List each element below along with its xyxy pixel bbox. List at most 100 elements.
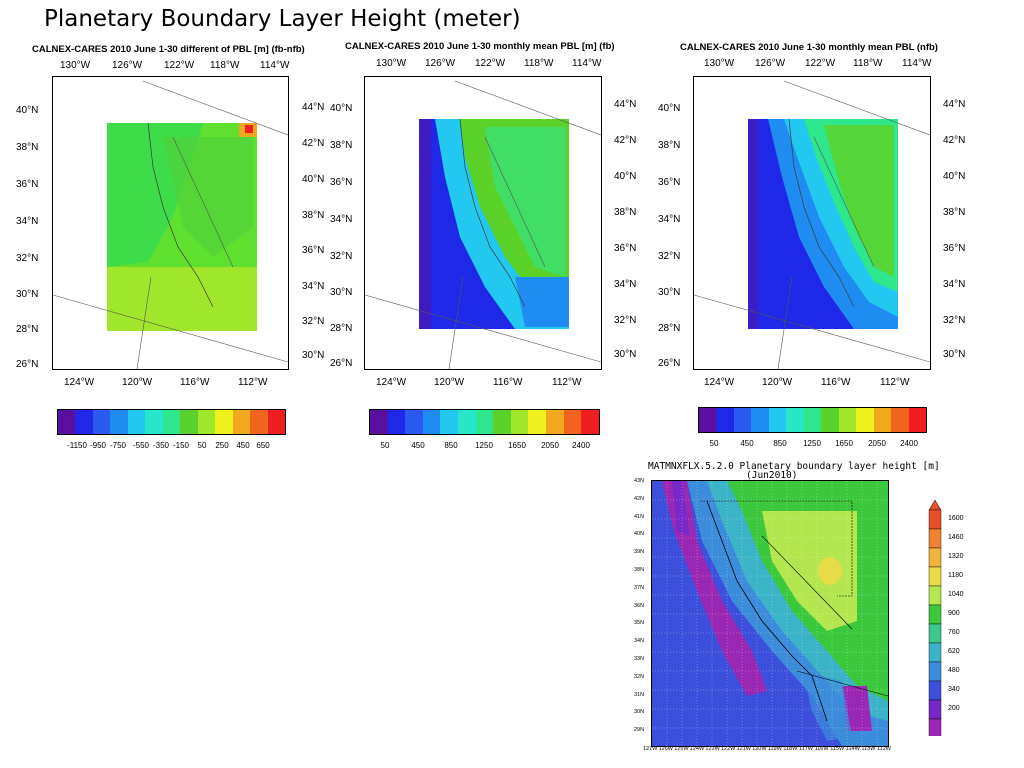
colorbar-cell bbox=[928, 623, 942, 644]
chart-title: CALNEX-CARES 2010 June 1-30 monthly mean… bbox=[345, 41, 615, 52]
colorbar-cell bbox=[928, 604, 942, 625]
lon-tick-label: 127W bbox=[643, 746, 658, 752]
lat-tick-label: 26°N bbox=[330, 358, 353, 369]
top-tick-label: 130°W bbox=[376, 58, 407, 69]
colorbar-cell bbox=[803, 408, 822, 432]
colorbar-label: 1650 bbox=[835, 439, 853, 448]
lat-tick-label: 32°N bbox=[16, 253, 39, 264]
colorbar-cell bbox=[267, 410, 286, 434]
right-lat-tick-label: 44°N bbox=[614, 99, 637, 110]
right-lat-tick-label: 38°N bbox=[302, 210, 325, 221]
colorbar-label: 2050 bbox=[541, 441, 559, 450]
colorbar-cell bbox=[127, 410, 146, 434]
colorbar-label: 450 bbox=[411, 441, 425, 450]
colorbar-label: 50 bbox=[380, 441, 390, 450]
colorbar-cell bbox=[528, 410, 547, 434]
colorbar-cell bbox=[581, 410, 599, 434]
top-tick-label: 118°W bbox=[210, 60, 240, 71]
lon-tick-label: 112°W bbox=[880, 377, 910, 388]
top-tick-label: 114°W bbox=[260, 60, 290, 71]
graticule bbox=[652, 481, 888, 746]
lat-tick-label: 33N bbox=[634, 656, 645, 662]
lat-tick-label: 30N bbox=[634, 709, 645, 716]
colorbar-cell bbox=[440, 410, 459, 434]
lat-tick-label: 34°N bbox=[330, 214, 353, 225]
top-tick-label: 118°W bbox=[853, 58, 883, 69]
lat-tick-label: 38°N bbox=[330, 140, 353, 151]
colorbar-label: 50 bbox=[197, 441, 207, 450]
colorbar-cell bbox=[197, 410, 216, 434]
top-tick-label: 122°W bbox=[805, 58, 836, 69]
right-lat-tick-label: 38°N bbox=[614, 207, 637, 218]
colorbar-label: -1150 bbox=[67, 441, 87, 450]
colorbar-cell bbox=[928, 528, 942, 549]
right-lat-tick-label: 40°N bbox=[943, 171, 966, 182]
colorbar-label: 480 bbox=[948, 667, 960, 674]
right-lat-tick-label: 32°N bbox=[943, 315, 966, 326]
lon-tick-label: 125W bbox=[674, 746, 689, 752]
map-plot-area bbox=[651, 480, 889, 747]
lat-tick-label: 35N bbox=[634, 620, 645, 627]
colorbar-label: 900 bbox=[948, 610, 960, 617]
right-lat-tick-label: 30°N bbox=[614, 349, 637, 360]
right-lat-tick-label: 36°N bbox=[943, 243, 966, 254]
lon-tick-label: 116W bbox=[814, 746, 829, 752]
colorbar-cell bbox=[928, 509, 942, 530]
colorbar-label: -350 bbox=[152, 441, 170, 450]
colorbar-cell bbox=[232, 410, 251, 434]
lon-tick-label: 121W bbox=[736, 746, 751, 752]
colorbar-label: 1600 bbox=[948, 515, 964, 522]
colorbar-label: 1460 bbox=[948, 534, 964, 541]
colorbar-cell bbox=[75, 410, 93, 434]
colorbar-cell bbox=[162, 410, 181, 434]
colorbar-cell bbox=[92, 410, 111, 434]
slide-title: Planetary Boundary Layer Height (meter) bbox=[44, 6, 521, 32]
map-plot-area bbox=[693, 76, 931, 370]
colorbar-label: 1180 bbox=[948, 572, 964, 579]
lat-tick-label: 30°N bbox=[330, 287, 353, 298]
right-lat-tick-label: 42°N bbox=[302, 138, 325, 149]
lat-tick-label: 34°N bbox=[658, 214, 681, 225]
colorbar-cell bbox=[786, 408, 804, 432]
colorbar-labels: 50 450 850 1250 1650 2050 2400 bbox=[369, 441, 598, 453]
right-lat-tick-label: 42°N bbox=[614, 135, 637, 146]
lat-tick-label: 36N bbox=[634, 602, 645, 609]
lon-tick-label: 115W bbox=[830, 746, 845, 752]
colorbar-label: -550 bbox=[132, 441, 150, 450]
colorbar-cell bbox=[110, 410, 128, 434]
lat-tick-label: 26°N bbox=[658, 358, 681, 369]
color-scale-bar bbox=[57, 409, 286, 435]
colorbar-label: 50 bbox=[709, 439, 719, 448]
colorbar-labels: -1150 -950 -750 -550 -350 -150 50 250 45… bbox=[57, 441, 284, 453]
right-lat-tick-label: 30°N bbox=[943, 349, 966, 360]
colorbar-label: 1250 bbox=[475, 441, 493, 450]
colorbar-label: 250 bbox=[215, 441, 229, 450]
lon-tick-label: 120°W bbox=[762, 377, 793, 388]
colorbar-cell bbox=[475, 410, 494, 434]
colorbar-label: 850 bbox=[444, 441, 458, 450]
colorbar-label: -750 bbox=[109, 441, 127, 450]
right-lat-tick-label: 30°N bbox=[302, 350, 325, 361]
chart-title: CALNEX-CARES 2010 June 1-30 different of… bbox=[32, 44, 305, 55]
lon-tick-label: 123W bbox=[705, 746, 720, 752]
colorbar-cell bbox=[733, 408, 752, 432]
colorbar-cell bbox=[493, 410, 511, 434]
colorbar-label: 1250 bbox=[803, 439, 821, 448]
colorbar-cell bbox=[873, 408, 892, 432]
colorbar-label: 2050 bbox=[868, 439, 886, 448]
lat-tick-label: 40N bbox=[634, 531, 645, 538]
colorbar-cell bbox=[699, 408, 717, 432]
right-lat-tick-label: 36°N bbox=[614, 243, 637, 254]
color-scale-bar bbox=[369, 409, 600, 435]
lon-tick-label: 120W bbox=[752, 746, 767, 752]
colorbar-cell bbox=[751, 408, 769, 432]
colorbar-label: -950 bbox=[89, 441, 107, 450]
chart-title: CALNEX-CARES 2010 June 1-30 monthly mean… bbox=[680, 42, 938, 53]
lon-tick-label: 112°W bbox=[238, 377, 268, 388]
top-tick-label: 126°W bbox=[425, 58, 456, 69]
color-scale-bar bbox=[698, 407, 927, 433]
colorbar-label: 2400 bbox=[900, 439, 918, 448]
top-tick-label: 118°W bbox=[524, 58, 554, 69]
top-tick-label: 122°W bbox=[164, 60, 195, 71]
lat-tick-label: 32°N bbox=[658, 251, 681, 262]
